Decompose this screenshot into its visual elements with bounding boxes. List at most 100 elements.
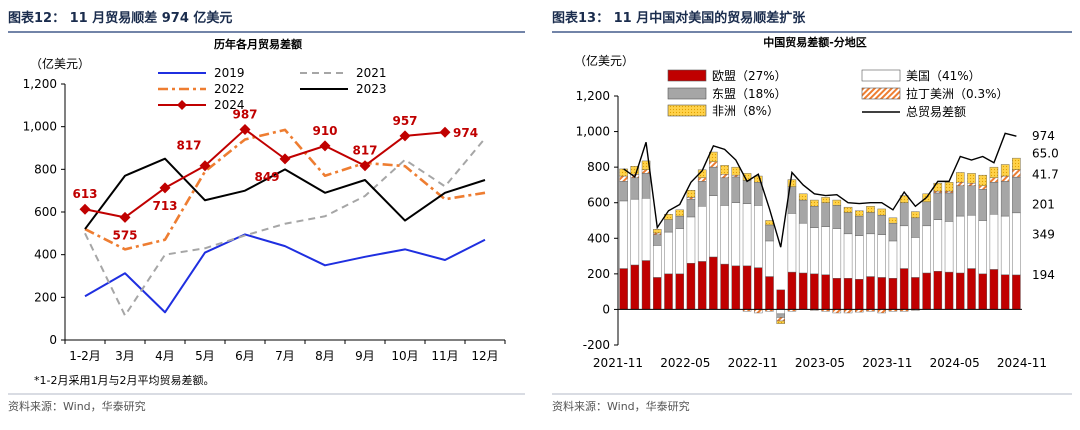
series-marker-2024: [319, 140, 331, 152]
left-x-tick-label: 1-2月: [69, 349, 101, 363]
right-x-tick-label: 2021-11: [593, 356, 643, 370]
bar-segment-africa: [798, 193, 808, 201]
bar-segment-asean: [855, 215, 864, 236]
bar-segment-latam: [989, 177, 999, 183]
left-chart-title: 历年各月贸易差额: [214, 37, 302, 51]
right-unit-label: （亿美元）: [574, 53, 634, 68]
bar-segment-asean: [675, 215, 684, 229]
bar-segment-africa: [765, 220, 774, 226]
bar-segment-latam: [933, 190, 943, 194]
bar-segment-africa: [956, 172, 965, 183]
legend-label-2019: 2019: [214, 66, 245, 80]
right-chart-title: 中国贸易差额-分地区: [763, 35, 867, 49]
bar-segment-us: [899, 225, 909, 269]
legend-label-2022: 2022: [214, 82, 245, 96]
series-marker-2024: [279, 153, 291, 165]
bar-segment-eu: [1000, 274, 1010, 310]
bar-segment-asean: [821, 202, 830, 227]
right-y-tick-label: -200: [583, 338, 610, 352]
legend-swatch-latam: [861, 87, 901, 100]
bar-segment-africa: [630, 166, 640, 175]
bar-segment-us: [989, 214, 999, 270]
bar-segment-us: [697, 206, 707, 262]
bar-segment-asean: [810, 206, 819, 228]
bar-segment-eu: [911, 277, 920, 310]
bar-segment-asean: [978, 189, 987, 221]
bar-segment-us: [765, 240, 774, 277]
bar-segment-eu: [810, 273, 819, 310]
data-label-2024: 817: [176, 139, 201, 153]
bar-segment-africa: [855, 210, 864, 217]
data-label-2024: 910: [312, 124, 337, 138]
data-label-2024: 987: [232, 107, 257, 121]
left-x-tick-label: 11月: [431, 349, 458, 363]
bar-segment-eu: [686, 262, 696, 310]
bar-segment-asean: [832, 205, 842, 229]
left-y-tick-label: 1,200: [23, 77, 57, 91]
legend-marker-2024: [177, 100, 187, 110]
bar-segment-asean: [888, 222, 898, 242]
bar-segment-africa: [821, 197, 830, 203]
bar-segment-asean: [1012, 176, 1021, 214]
bar-segment-asean: [866, 212, 875, 235]
legend-label-total: 总贸易差额: [906, 105, 966, 119]
bar-segment-asean: [754, 182, 763, 206]
series-marker-2024: [399, 130, 411, 142]
right-end-label: 65.0: [1032, 147, 1059, 161]
right-legend: 欧盟（27%） 美国（41%） 东盟（18%） 拉丁美洲（0.3%） 非洲（8%） 总贸易…: [667, 69, 1009, 119]
bar-segment-eu: [922, 272, 931, 310]
bar-segment-africa: [787, 179, 797, 187]
bar-segment-latam: [944, 190, 954, 194]
bar-segment-africa: [911, 211, 920, 219]
series-marker-2024: [79, 203, 91, 215]
left-y-tick-label: 800: [34, 162, 57, 176]
bar-segment-asean: [765, 224, 774, 242]
bar-segment-us: [776, 309, 785, 315]
bar-segment-latam: [697, 177, 707, 182]
series-marker-2024: [119, 211, 131, 223]
right-end-label: 194: [1032, 268, 1055, 282]
right-panel-title: 图表13： 11 月中国对美国的贸易顺差扩张: [552, 10, 806, 26]
bar-segment-asean: [989, 182, 999, 215]
bar-segment-eu: [709, 256, 718, 310]
bar-segment-latam: [776, 317, 785, 322]
bar-segment-asean: [843, 212, 853, 235]
left-legend: 2019 2021 2022 2023 2024: [158, 66, 387, 112]
left-x-tick-label: 9月: [355, 349, 375, 363]
bar-segment-latam: [967, 182, 976, 187]
bar-segment-asean: [664, 219, 673, 233]
bar-segment-asean: [630, 177, 640, 200]
bar-segment-africa: [832, 199, 842, 206]
right-y-tick-label: 800: [587, 160, 610, 174]
series-line-2021: [84, 137, 486, 317]
bar-segment-asean: [619, 181, 628, 202]
bar-segment-africa: [989, 166, 999, 179]
bar-segment-eu: [933, 270, 943, 310]
bar-segment-africa: [709, 151, 718, 163]
bar-segment-eu: [843, 278, 853, 310]
bar-segment-asean: [653, 234, 662, 246]
bar-segment-latam: [709, 161, 718, 168]
bar-segment-us: [933, 219, 943, 272]
bar-segment-us: [832, 228, 842, 279]
bar-segment-asean: [709, 166, 718, 196]
bar-segment-us: [967, 214, 976, 269]
left-unit-label: （亿美元）: [30, 56, 90, 71]
bar-segment-latam: [686, 197, 696, 200]
bar-segment-eu: [754, 267, 763, 310]
bar-segment-africa: [1012, 157, 1021, 170]
bar-segment-africa: [978, 174, 987, 187]
bar-segment-asean: [933, 192, 943, 220]
bar-segment-us: [619, 200, 628, 269]
data-label-2024: 817: [352, 144, 377, 158]
legend-swatch-eu: [667, 69, 707, 82]
bar-segment-eu: [641, 260, 651, 310]
bar-segment-us: [1000, 215, 1010, 275]
left-y-tick-label: 600: [34, 205, 57, 219]
bar-segment-eu: [877, 277, 886, 310]
bar-segment-latam: [641, 169, 651, 174]
right-end-label: 41.7: [1032, 168, 1059, 182]
bar-segment-us: [675, 228, 684, 275]
bar-segment-us: [821, 226, 830, 275]
